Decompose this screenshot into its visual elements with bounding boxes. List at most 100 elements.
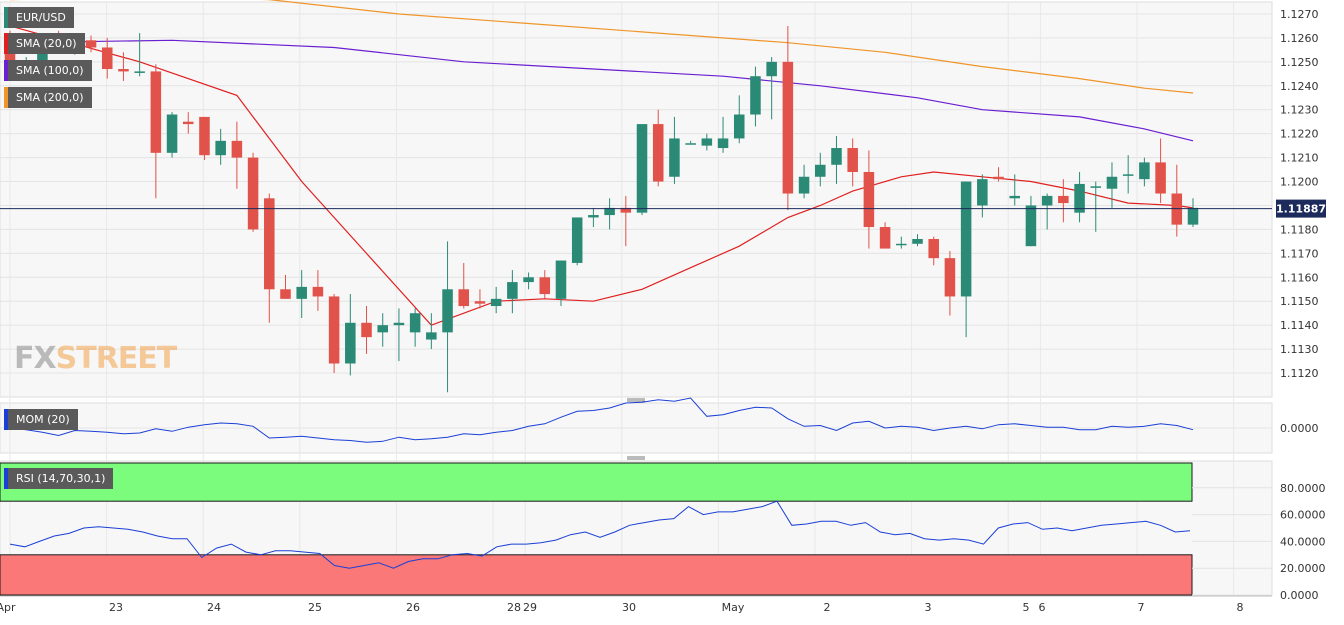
candle-body[interactable]	[701, 138, 713, 146]
candle-body[interactable]	[490, 298, 502, 307]
candle-body[interactable]	[604, 207, 615, 216]
sma200-swatch	[4, 87, 8, 108]
rsi-overbought-zone	[0, 462, 1193, 502]
y-tick-label: 1.1170	[1280, 247, 1319, 260]
rsi-legend[interactable]: RSI (14,70,30,1)	[4, 468, 114, 489]
candle-body[interactable]	[555, 260, 567, 299]
candle-body[interactable]	[134, 71, 145, 73]
candle-body[interactable]	[523, 277, 534, 283]
candle-body[interactable]	[377, 325, 388, 333]
candle-body[interactable]	[280, 289, 291, 299]
candle-body[interactable]	[798, 176, 810, 194]
mom-legend[interactable]: MOM (20)	[4, 409, 78, 430]
candle-body[interactable]	[150, 71, 162, 153]
candle-body[interactable]	[1139, 162, 1150, 180]
candle-body[interactable]	[166, 114, 178, 153]
candle-body[interactable]	[636, 124, 648, 213]
candle-body[interactable]	[733, 114, 745, 139]
candle-body[interactable]	[426, 332, 437, 340]
y-tick-label: 1.1130	[1280, 343, 1319, 356]
candle-body[interactable]	[1009, 195, 1021, 199]
candle-body[interactable]	[1041, 195, 1053, 206]
candle-body[interactable]	[977, 179, 988, 206]
candle-body[interactable]	[458, 289, 470, 307]
candle-body[interactable]	[912, 239, 923, 244]
candle-body[interactable]	[847, 148, 858, 172]
candle-body[interactable]	[993, 176, 1004, 180]
candle-body[interactable]	[474, 301, 486, 304]
candle-body[interactable]	[685, 143, 696, 145]
brand-part-1: FX	[14, 341, 57, 376]
candle-body[interactable]	[928, 239, 939, 259]
candle-body[interactable]	[85, 40, 97, 48]
y-tick-label: 1.1120	[1280, 367, 1319, 380]
candle-body[interactable]	[264, 198, 275, 290]
x-tick-label: 7	[1138, 601, 1145, 614]
rsi-oversold-zone	[0, 554, 1193, 596]
candle-body[interactable]	[247, 157, 259, 230]
candle-body[interactable]	[199, 116, 210, 156]
candle-body[interactable]	[118, 69, 129, 72]
candle-body[interactable]	[766, 61, 777, 77]
sma100-legend[interactable]: SMA (100,0)	[4, 60, 92, 81]
y-tick-label: 1.1270	[1280, 8, 1319, 21]
candle-body[interactable]	[442, 289, 453, 333]
symbol-label[interactable]: EUR/USD	[4, 7, 74, 28]
candle-body[interactable]	[328, 296, 340, 364]
candle-body[interactable]	[1058, 195, 1069, 204]
candle-body[interactable]	[717, 138, 729, 149]
candle-body[interactable]	[652, 124, 664, 182]
rsi-y-tick-label: 80.0000	[1280, 482, 1326, 495]
candle-body[interactable]	[215, 140, 226, 156]
rsi-y-tick-label: 40.0000	[1280, 535, 1326, 548]
x-tick-label: 29	[523, 601, 537, 614]
candle-body[interactable]	[896, 243, 907, 246]
candle-body[interactable]	[815, 164, 826, 177]
candle-body[interactable]	[182, 121, 194, 125]
candle-body[interactable]	[1090, 186, 1102, 188]
candle-body[interactable]	[1187, 207, 1199, 225]
y-tick-label: 1.1150	[1280, 295, 1319, 308]
candle-body[interactable]	[296, 286, 307, 299]
candle-body[interactable]	[879, 227, 891, 249]
candle-body[interactable]	[507, 282, 518, 299]
candle-body[interactable]	[831, 148, 842, 165]
candle-body[interactable]	[571, 217, 583, 263]
candle-body[interactable]	[620, 207, 632, 213]
x-tick-label: May	[722, 601, 745, 614]
candle-body[interactable]	[960, 181, 972, 297]
candle-body[interactable]	[1122, 174, 1134, 176]
fxstreet-watermark: FXSTREET	[14, 341, 177, 376]
sma100-swatch	[4, 60, 8, 81]
candle-body[interactable]	[539, 277, 551, 295]
candle-body[interactable]	[863, 171, 875, 228]
candle-body[interactable]	[1025, 205, 1037, 247]
sma200-legend[interactable]: SMA (200,0)	[4, 87, 92, 108]
candle-body[interactable]	[101, 47, 113, 70]
candle-body[interactable]	[750, 76, 761, 115]
candle-body[interactable]	[1074, 183, 1085, 213]
candle-body[interactable]	[588, 215, 599, 218]
candle-body[interactable]	[1106, 176, 1118, 189]
candle-body[interactable]	[361, 322, 372, 338]
sma200-label: SMA (200,0)	[16, 91, 84, 104]
candle-body[interactable]	[1155, 162, 1166, 194]
rsi-y-tick-label: 0.0000	[1280, 589, 1319, 602]
candle-body[interactable]	[231, 140, 243, 158]
y-tick-label: 1.1210	[1280, 152, 1319, 165]
candle-body[interactable]	[944, 258, 956, 297]
symbol-swatch	[4, 7, 8, 28]
x-tick-label: 6	[1039, 601, 1046, 614]
candle-body[interactable]	[669, 138, 680, 177]
candle-body[interactable]	[393, 322, 405, 326]
candle-body[interactable]	[345, 322, 356, 364]
y-tick-label: 1.1180	[1280, 223, 1319, 236]
candle-body[interactable]	[409, 313, 421, 333]
x-tick-label: 5	[1023, 601, 1030, 614]
candle-body[interactable]	[312, 286, 324, 297]
candle-body[interactable]	[782, 61, 794, 194]
sma20-legend[interactable]: SMA (20,0)	[4, 33, 85, 54]
current-price-label: 1.11887	[1276, 203, 1326, 216]
